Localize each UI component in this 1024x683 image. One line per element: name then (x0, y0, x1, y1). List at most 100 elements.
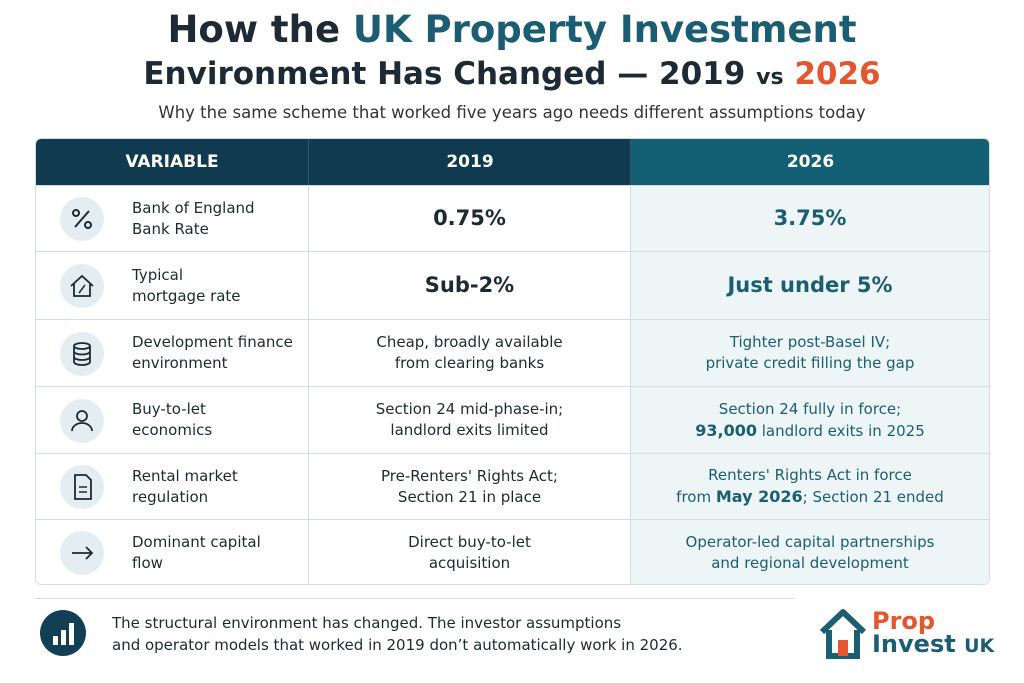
value-line: Section 24 mid-phase-in; (376, 399, 563, 420)
value-line: acquisition (429, 553, 510, 574)
logo-icon (819, 609, 867, 659)
logo: Prop Invest UK (872, 607, 995, 658)
title: Environment Has Changed — 2019 vs 2026 (0, 56, 1024, 92)
value-line: Pre-Renters' Rights Act; (381, 466, 558, 487)
value-text: from clearing banks (394, 354, 545, 372)
value-text: 3.75% (773, 206, 847, 230)
row-icon (60, 398, 104, 443)
value-cell: Direct buy-to-let acquisition (308, 519, 630, 584)
logo-text: UK (964, 635, 995, 657)
title-part: UK Property Investment (352, 8, 857, 51)
value-cell: Renters' Rights Act in force from May 202… (630, 453, 989, 519)
value-text: 0.75% (433, 206, 506, 230)
icon (70, 274, 94, 297)
variable-line: mortgage rate (132, 286, 241, 305)
value-text: ; Section 21 ended (802, 488, 944, 506)
value-line: 93,000 landlord exits in 2025 (695, 420, 925, 442)
variable-cell: Rental market regulation (36, 453, 308, 519)
value-cell: 0.75% (308, 185, 630, 251)
variable-cell: Development finance environment (36, 319, 308, 386)
value-line: Renters' Rights Act in force (708, 465, 912, 486)
value-line: Operator-led capital partnerships (686, 532, 935, 553)
value-cell: Cheap, broadly available from clearing ba… (308, 319, 630, 386)
variable-cell: Bank of England Bank Rate (36, 185, 308, 251)
value-cell: Pre-Renters' Rights Act; Section 21 in pl… (308, 453, 630, 519)
row-icon (60, 465, 104, 509)
value-text: May 2026 (715, 487, 803, 506)
value-text: Operator-led capital partnerships (685, 532, 935, 551)
value-text: Tighter post-Basel IV; (729, 333, 891, 351)
title-part: 2026 (783, 56, 881, 92)
table: VARIABLE 2019 2026 Bank of England Bank Rate… (35, 138, 990, 585)
variable-line: Dominant capital (132, 532, 261, 551)
title-part: How the (167, 8, 353, 51)
variable-cell: Dominant capital flow (36, 519, 308, 584)
variable-cell: Buy-to-let economics (36, 386, 308, 453)
title-part: Environment Has Changed — 2019 (143, 56, 757, 92)
value-cell: Sub-2% (308, 251, 630, 319)
value-text: from (676, 488, 716, 506)
value-cell: Section 24 fully in force; 93,000 landlor… (630, 386, 989, 453)
value-line: Just under 5% (727, 275, 892, 296)
value-line: Direct buy-to-let (408, 532, 531, 553)
value-line: and regional development (711, 553, 909, 574)
value-text: Sub-2% (424, 273, 515, 297)
value-line: from clearing banks (395, 353, 544, 374)
value-line: Section 24 fully in force; (719, 399, 901, 420)
icon (72, 546, 94, 560)
icon (73, 341, 91, 366)
title-part: vs (756, 65, 784, 90)
value-line: Tighter post-Basel IV; (730, 332, 890, 353)
variable-line: flow (132, 553, 163, 572)
icon (74, 474, 92, 500)
logo-text: Prop (872, 607, 936, 635)
value-line: Sub-2% (425, 275, 514, 296)
value-line: 3.75% (774, 208, 847, 229)
value-cell: Tighter post-Basel IV; private credit fil… (630, 319, 989, 386)
value-text: Just under 5% (727, 273, 893, 297)
subtitle: Why the same scheme that worked five yea… (158, 103, 866, 122)
icon (72, 209, 92, 229)
value-line: private credit filling the gap (706, 353, 915, 374)
variable-line: regulation (132, 487, 209, 506)
variable-line: Bank of England (132, 198, 255, 217)
value-cell: Section 24 mid-phase-in; landlord exits l… (308, 386, 630, 453)
title: How the UK Property Investment (0, 8, 1024, 51)
value-text: Renters' Rights Act in force (708, 466, 912, 484)
value-text: Cheap, broadly available (376, 333, 563, 351)
value-text: acquisition (428, 553, 511, 572)
row-icon (60, 264, 104, 308)
row-icon (60, 331, 104, 376)
value-text: landlord exits limited (390, 421, 549, 439)
value-text: Direct buy-to-let (408, 532, 531, 551)
footer-note: The structural environment has changed. … (112, 612, 683, 656)
note-line: The structural environment has changed. … (112, 614, 622, 632)
variable-line: Bank Rate (132, 219, 209, 238)
value-line: Cheap, broadly available (376, 332, 562, 353)
row-icon (60, 531, 104, 575)
variable-line: environment (132, 354, 228, 372)
chart-icon (40, 610, 86, 656)
variable-line: Rental market (132, 466, 238, 485)
column-header: 2019 (308, 139, 631, 185)
icon (71, 409, 93, 431)
note-line: and operator models that worked in 2019 … (112, 636, 683, 654)
column-header: 2026 (630, 139, 989, 185)
value-text: Section 21 in place (397, 487, 542, 506)
value-cell: Just under 5% (630, 251, 989, 319)
variable-line: Development finance (132, 333, 293, 351)
variable-cell: Typical mortgage rate (36, 251, 308, 319)
value-text: landlord exits in 2025 (756, 421, 925, 440)
value-line: from May 2026; Section 21 ended (676, 486, 944, 508)
divider (35, 598, 795, 599)
variable-line: economics (132, 421, 213, 439)
value-text: Section 24 mid-phase-in; (375, 400, 564, 418)
value-line: Section 21 in place (398, 487, 541, 508)
value-cell: Operator-led capital partnerships and reg… (630, 519, 989, 584)
value-line: landlord exits limited (390, 420, 548, 441)
value-cell: 3.75% (630, 185, 989, 251)
value-text: private credit filling the gap (705, 354, 915, 372)
variable-line: Buy-to-let (132, 400, 206, 418)
value-text: and regional development (711, 553, 909, 572)
